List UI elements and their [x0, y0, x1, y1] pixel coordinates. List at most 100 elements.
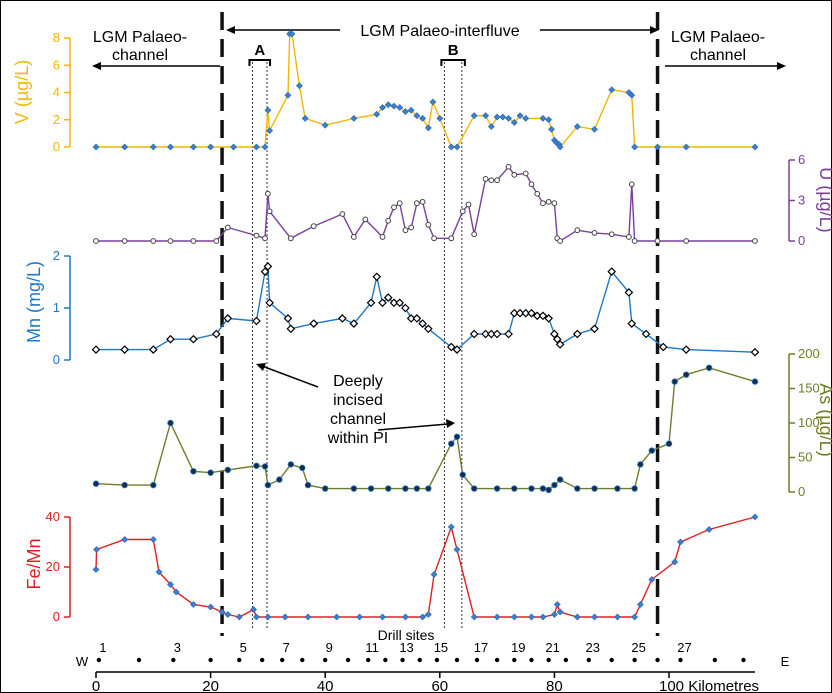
- data-point: [590, 324, 599, 334]
- drill-site-label: 9: [326, 640, 333, 655]
- data-point: [310, 223, 317, 230]
- data-point: [322, 485, 329, 492]
- data-point: [309, 319, 319, 328]
- channel-bracket: [248, 59, 272, 66]
- data-point: [379, 234, 386, 240]
- data-point: [540, 200, 546, 207]
- drill-sites-title: Drill sites: [378, 627, 435, 643]
- data-point: [510, 613, 518, 621]
- data-point: [488, 177, 495, 184]
- y-tick-label: 150: [798, 381, 820, 396]
- data-point: [378, 298, 387, 308]
- data-point: [677, 538, 684, 546]
- data-point: [286, 324, 296, 334]
- data-point: [682, 143, 690, 151]
- data-point: [453, 546, 461, 553]
- data-point: [384, 101, 392, 109]
- data-point: [224, 611, 232, 618]
- channel-bracket: [440, 59, 466, 66]
- data-point: [591, 125, 598, 133]
- data-point: [522, 114, 530, 122]
- data-point: [574, 485, 581, 492]
- data-point: [556, 476, 564, 483]
- data-point: [654, 143, 661, 151]
- annotation-arrowhead-b: [446, 419, 455, 428]
- data-point: [430, 571, 438, 578]
- drill-site-label: 3: [174, 640, 181, 655]
- data-point: [614, 485, 621, 492]
- data-point: [631, 143, 639, 151]
- y-tick-label: 0: [798, 233, 805, 248]
- annotation-text: Deeply: [333, 373, 383, 390]
- data-point: [213, 238, 220, 244]
- data-point: [624, 288, 634, 297]
- data-point: [321, 121, 329, 129]
- data-point: [522, 170, 529, 177]
- data-point: [150, 238, 157, 244]
- drill-site-marker: [655, 657, 660, 663]
- drill-site-marker: [474, 657, 480, 663]
- data-point: [499, 113, 507, 121]
- data-point: [167, 419, 174, 427]
- data-point: [93, 546, 100, 553]
- data-point: [301, 114, 309, 122]
- data-point: [401, 613, 409, 621]
- y-tick-label: 6: [798, 152, 805, 167]
- data-point: [223, 314, 233, 323]
- drill-site-label: 17: [474, 640, 488, 655]
- data-point: [379, 613, 386, 621]
- x-tick-label: 80: [546, 678, 563, 693]
- annotation-text: channel: [330, 411, 386, 428]
- data-point: [521, 308, 531, 318]
- data-point: [401, 303, 410, 313]
- y-tick-label: 0: [798, 484, 805, 499]
- data-point: [505, 163, 512, 170]
- data-point: [412, 314, 422, 323]
- data-point: [148, 345, 158, 354]
- data-point: [367, 485, 375, 492]
- data-point: [608, 86, 616, 94]
- data-point: [253, 143, 260, 151]
- data-point: [261, 463, 269, 470]
- data-point: [207, 143, 215, 151]
- data-point: [493, 613, 501, 621]
- data-point: [121, 238, 128, 244]
- data-point: [671, 378, 678, 385]
- drill-site-marker: [300, 657, 305, 663]
- data-point: [150, 481, 157, 489]
- data-point: [470, 613, 478, 621]
- data-point: [167, 143, 174, 151]
- data-point: [471, 231, 478, 238]
- data-point: [207, 469, 214, 476]
- data-point: [91, 345, 101, 354]
- drill-site-label: 7: [283, 640, 290, 655]
- data-point: [453, 433, 461, 440]
- drill-site-marker: [171, 657, 176, 663]
- data-point: [751, 143, 759, 151]
- data-point: [407, 106, 415, 114]
- data-point: [218, 608, 226, 616]
- x-axis-label: 100 Kilometres: [659, 678, 759, 693]
- drill-site-marker: [365, 657, 371, 663]
- data-point: [459, 208, 466, 215]
- data-point: [494, 177, 501, 184]
- data-point: [261, 143, 269, 151]
- y-tick-label: 8: [53, 30, 60, 45]
- annotation-arrowhead-a: [256, 363, 266, 371]
- data-point: [574, 227, 581, 234]
- data-point: [235, 613, 243, 621]
- drill-site-label: 1: [99, 640, 106, 655]
- data-point: [92, 480, 100, 487]
- data-point: [304, 613, 312, 621]
- y-tick-label: 40: [46, 509, 60, 524]
- data-point: [287, 461, 295, 468]
- drill-site-marker: [280, 657, 285, 663]
- data-point: [548, 125, 555, 133]
- region-label-middle: LGM Palaeo-interfluve: [360, 23, 519, 40]
- data-point: [295, 82, 303, 90]
- data-point: [224, 224, 231, 231]
- data-point: [121, 143, 129, 151]
- data-point: [751, 378, 759, 385]
- drill-site-label: 27: [677, 640, 691, 655]
- data-point: [402, 227, 409, 234]
